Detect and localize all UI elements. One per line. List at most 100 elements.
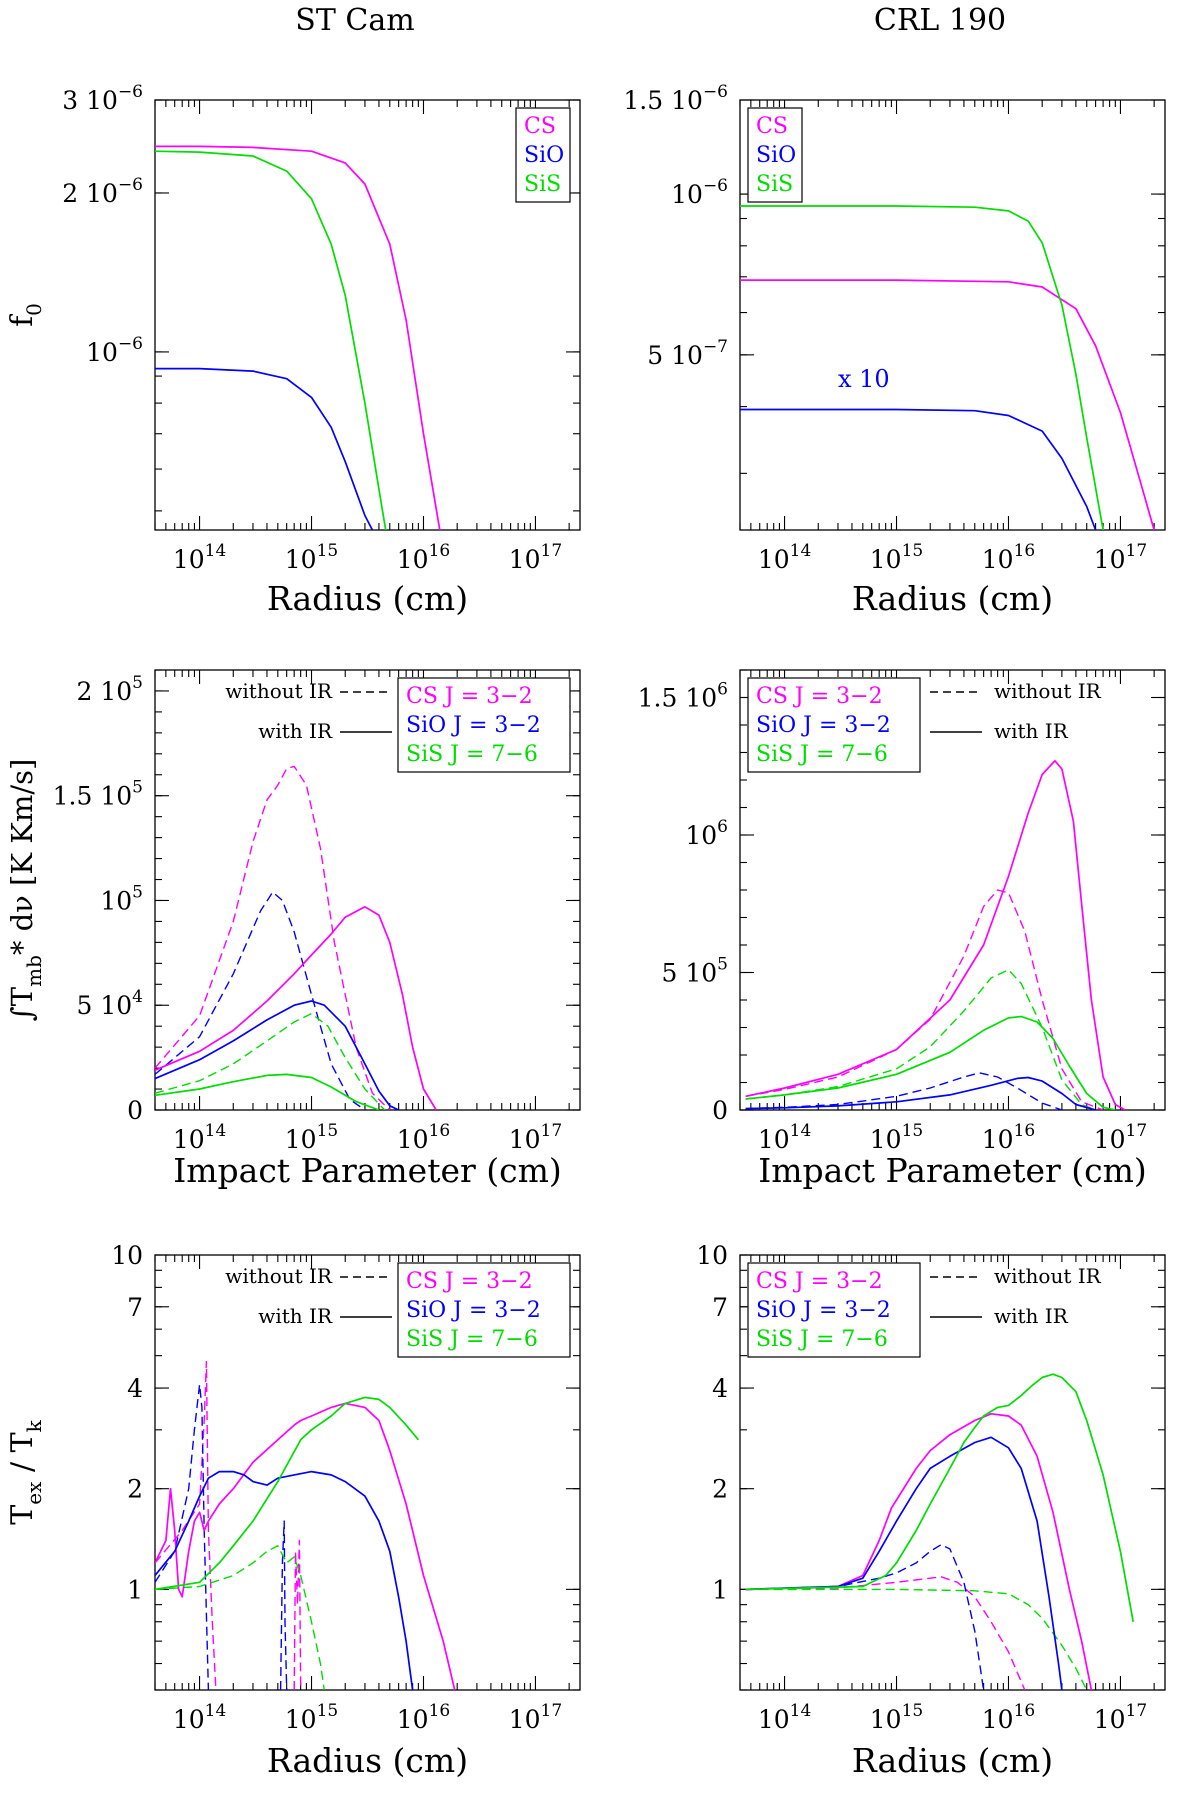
x-ticks [154, 100, 570, 530]
series-line-cs-solid [740, 279, 1155, 530]
line-style-label: with IR [994, 719, 1069, 743]
y-tick-label: 5 10−7 [647, 337, 728, 370]
plot-frame [154, 669, 581, 1111]
y-tick-label: 1 [712, 1575, 728, 1604]
line-style-label: without IR [225, 679, 333, 703]
series-line-sio-j-3-2-dashed [745, 1072, 1063, 1110]
y-tick-label: 0 [127, 1096, 143, 1125]
line-style-key: without IR with IR [225, 679, 392, 743]
legend-box [747, 1262, 921, 1358]
y-tick-label: 1.5 106 [638, 680, 728, 713]
y-tick-label: 2 10−6 [62, 175, 143, 208]
y-ticks [740, 1254, 1165, 1691]
series-line-sis-j-7-6-dashed [745, 1588, 1088, 1690]
y-tick-label: 5 104 [77, 987, 144, 1020]
y-tick-label: 1.5 105 [53, 778, 143, 811]
line-style-label: with IR [994, 1304, 1069, 1328]
legend-item: SiO J = 3−2 [406, 1298, 541, 1323]
y-tick-label: 0 [712, 1096, 728, 1125]
y-tick-label: 1.5 10−6 [623, 82, 728, 115]
legend-item: SiO [756, 143, 796, 168]
x-tick-label: 1015 [285, 1121, 338, 1154]
legend: CS J = 3−2 SiO J = 3−2 SiS J = 7−6 [397, 677, 571, 773]
y-ticks [740, 669, 1165, 1111]
legend-item: SiS J = 7−6 [756, 742, 888, 767]
series-line-sio-j-3-2-dashed [745, 1544, 985, 1690]
x-ticks [154, 1255, 570, 1690]
series-line-sis-j-7-6-dashed [155, 1545, 325, 1690]
x-tick-label: 1016 [982, 541, 1035, 574]
x-ticks [739, 1255, 1155, 1690]
panel-crl190-abundance: 1014 1015 1016 1017 1.5 10−6 10−6 5 10−7 Radius… [623, 82, 1166, 618]
series-line-cs-j-3-2-solid [745, 1412, 1093, 1690]
x-tick-label: 1017 [509, 1121, 562, 1154]
series-line-sio-j-3-2-solid [745, 1436, 1063, 1690]
y-tick-label: 10−6 [671, 176, 728, 209]
y-tick-label: 2 105 [77, 673, 144, 706]
legend-item: SiO [524, 143, 564, 168]
legend-item: SiO J = 3−2 [406, 713, 541, 738]
legend-item: CS J = 3−2 [406, 684, 533, 709]
x-tick-label: 1015 [285, 1701, 338, 1734]
x-tick-label: 1014 [173, 1121, 226, 1154]
legend: CS SiO SiS [747, 107, 803, 203]
y-ticks [155, 669, 580, 1111]
y-tick-label: 7 [712, 1293, 728, 1322]
series-line-cs-j-3-2-dashed [155, 1360, 217, 1690]
legend-item: CS [524, 114, 556, 139]
legend-item: SiO J = 3−2 [756, 713, 891, 738]
legend-item: CS J = 3−2 [756, 684, 883, 709]
panel-crl190-intensity: 1014 1015 1016 1017 1.5 106 106 5 105 0 Impact P… [638, 669, 1166, 1190]
line-style-label: without IR [994, 679, 1102, 703]
y-tick-label: 2 [127, 1475, 143, 1504]
series-line-cs-j-3-2-solid [155, 1402, 456, 1690]
series-line-sio-solid [155, 367, 374, 530]
x-tick-label: 1017 [509, 541, 562, 574]
x-tick-label: 1017 [1094, 1121, 1147, 1154]
panel-crl190-excitation: 1014 1015 1016 1017 10 7 4 2 1 Radius (cm) CS J = … [696, 1241, 1166, 1780]
line-style-key: without IR with IR [930, 1264, 1102, 1328]
legend-box [515, 107, 571, 203]
series-line-sis-solid [155, 150, 387, 530]
legend-item: SiS J = 7−6 [406, 1327, 538, 1352]
plot-frame [154, 1254, 581, 1691]
series-line-cs-j-3-2-dashed [745, 889, 1104, 1110]
series-line-sio-j-3-2-solid [155, 1000, 399, 1110]
panel-stcam-abundance: 1014 1015 1016 1017 3 10−6 2 10−6 10−6 Radius (… [5, 82, 581, 618]
series-line-sio-j-3-2-solid [155, 1470, 414, 1690]
y-tick-label: 10−6 [86, 334, 143, 367]
y-tick-label: 105 [100, 882, 143, 915]
series-line-cs-j-3-2-dashed [293, 1539, 302, 1690]
y-ticks [740, 99, 1165, 474]
series-line-sis-j-7-6-solid [745, 1373, 1135, 1622]
x-tick-label: 1017 [509, 1701, 562, 1734]
series-line-sis-j-7-6-dashed [155, 1012, 386, 1110]
series-line-cs-j-3-2-dashed [745, 1576, 1026, 1690]
series-line-sio-solid [740, 408, 1097, 530]
x-axis-label: Radius (cm) [852, 579, 1053, 618]
x-tick-label: 1017 [1094, 541, 1147, 574]
series-line-cs-j-3-2-dashed [155, 765, 391, 1110]
series-line-sio-j-3-2-dashed [279, 1520, 288, 1690]
series-line-cs-solid [155, 145, 441, 530]
series-line-sio-j-3-2-dashed [155, 891, 366, 1110]
series-line-sis-solid [740, 205, 1104, 530]
x-tick-label: 1016 [982, 1121, 1035, 1154]
annotation-label: x 10 [838, 365, 890, 393]
legend-box [397, 677, 571, 773]
series-group [745, 1373, 1135, 1690]
series-line-sis-j-7-6-dashed [745, 969, 1096, 1110]
x-axis-label: Radius (cm) [267, 1741, 468, 1780]
line-style-label: without IR [994, 1264, 1102, 1288]
y-axis-label: ∫Tmb* dν [K Km/s] [5, 759, 46, 1022]
legend: CS J = 3−2 SiO J = 3−2 SiS J = 7−6 [747, 1262, 921, 1358]
legend-box [747, 107, 803, 203]
x-ticks [739, 100, 1155, 530]
y-tick-label: 4 [127, 1374, 143, 1403]
series-line-sis-j-7-6-solid [745, 1015, 1116, 1110]
legend-item: SiS [524, 172, 561, 197]
line-style-label: without IR [225, 1264, 333, 1288]
legend-item: SiS J = 7−6 [406, 742, 538, 767]
legend: CS J = 3−2 SiO J = 3−2 SiS J = 7−6 [747, 677, 921, 773]
